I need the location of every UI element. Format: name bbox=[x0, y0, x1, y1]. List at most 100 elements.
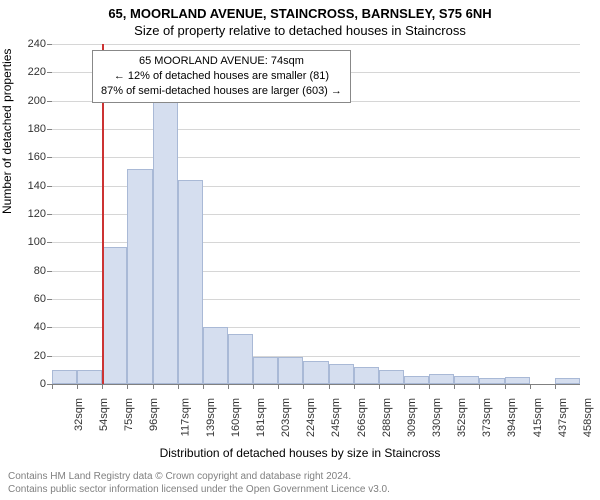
x-tick-mark bbox=[52, 384, 53, 389]
annotation-line: ← 12% of detached houses are smaller (81… bbox=[101, 69, 342, 84]
histogram-bar bbox=[127, 169, 152, 384]
grid-line bbox=[52, 157, 580, 158]
x-tick-mark bbox=[178, 384, 179, 389]
y-tick-label: 80 bbox=[6, 265, 46, 277]
y-tick-mark bbox=[47, 186, 52, 187]
x-tick-label: 224sqm bbox=[305, 398, 317, 437]
x-axis-label: Distribution of detached houses by size … bbox=[0, 446, 600, 460]
y-tick-label: 220 bbox=[6, 66, 46, 78]
x-tick-mark bbox=[127, 384, 128, 389]
x-tick-label: 54sqm bbox=[98, 398, 110, 431]
histogram-bar bbox=[555, 378, 580, 384]
y-tick-mark bbox=[47, 271, 52, 272]
histogram-bar bbox=[102, 247, 127, 384]
y-tick-label: 0 bbox=[6, 378, 46, 390]
x-tick-label: 117sqm bbox=[179, 398, 191, 436]
y-tick-mark bbox=[47, 44, 52, 45]
histogram-bar bbox=[303, 361, 328, 384]
footer-line: Contains public sector information licen… bbox=[8, 483, 390, 496]
x-tick-mark bbox=[454, 384, 455, 389]
y-tick-mark bbox=[47, 327, 52, 328]
x-tick-label: 309sqm bbox=[406, 398, 418, 437]
x-tick-label: 352sqm bbox=[456, 398, 468, 437]
x-tick-mark bbox=[354, 384, 355, 389]
y-tick-label: 40 bbox=[6, 321, 46, 333]
y-tick-label: 100 bbox=[6, 236, 46, 248]
x-tick-label: 330sqm bbox=[431, 398, 443, 437]
y-tick-label: 60 bbox=[6, 293, 46, 305]
x-tick-label: 266sqm bbox=[356, 398, 368, 437]
y-tick-label: 20 bbox=[6, 350, 46, 362]
x-tick-mark bbox=[228, 384, 229, 389]
histogram-bar bbox=[454, 376, 479, 385]
x-tick-mark bbox=[379, 384, 380, 389]
x-tick-label: 181sqm bbox=[255, 398, 267, 437]
x-tick-mark bbox=[303, 384, 304, 389]
y-tick-mark bbox=[47, 242, 52, 243]
histogram-bar bbox=[52, 370, 77, 384]
x-tick-mark bbox=[77, 384, 78, 389]
footer-line: Contains HM Land Registry data © Crown c… bbox=[8, 470, 390, 483]
x-tick-label: 160sqm bbox=[230, 398, 242, 437]
histogram-bar bbox=[329, 364, 354, 384]
x-tick-mark bbox=[203, 384, 204, 389]
x-tick-mark bbox=[253, 384, 254, 389]
y-tick-mark bbox=[47, 157, 52, 158]
y-tick-mark bbox=[47, 356, 52, 357]
x-tick-label: 139sqm bbox=[205, 398, 217, 437]
grid-line bbox=[52, 44, 580, 45]
x-tick-mark bbox=[530, 384, 531, 389]
histogram-bar bbox=[77, 370, 102, 384]
y-tick-mark bbox=[47, 101, 52, 102]
x-tick-label: 245sqm bbox=[331, 398, 343, 437]
page-title: 65, MOORLAND AVENUE, STAINCROSS, BARNSLE… bbox=[0, 0, 600, 21]
x-tick-mark bbox=[404, 384, 405, 389]
y-tick-mark bbox=[47, 129, 52, 130]
histogram-bar bbox=[253, 357, 278, 384]
x-tick-label: 458sqm bbox=[582, 398, 594, 437]
histogram-bar bbox=[379, 370, 404, 384]
histogram-bar bbox=[203, 327, 228, 384]
y-tick-label: 160 bbox=[6, 151, 46, 163]
y-tick-label: 180 bbox=[6, 123, 46, 135]
chart-subtitle: Size of property relative to detached ho… bbox=[0, 21, 600, 38]
histogram-bar bbox=[354, 367, 379, 384]
histogram-bar bbox=[429, 374, 454, 384]
histogram-bar bbox=[228, 334, 253, 384]
x-tick-label: 32sqm bbox=[73, 398, 85, 431]
x-tick-mark bbox=[505, 384, 506, 389]
annotation-box: 65 MOORLAND AVENUE: 74sqm ← 12% of detac… bbox=[92, 50, 351, 103]
histogram-bar bbox=[153, 101, 178, 384]
x-tick-mark bbox=[102, 384, 103, 389]
histogram-bar bbox=[178, 180, 203, 384]
x-tick-mark bbox=[555, 384, 556, 389]
x-tick-label: 437sqm bbox=[557, 398, 569, 437]
y-tick-label: 240 bbox=[6, 38, 46, 50]
x-tick-mark bbox=[329, 384, 330, 389]
grid-line bbox=[52, 129, 580, 130]
histogram-bar bbox=[404, 376, 429, 385]
histogram-bar bbox=[479, 378, 504, 384]
x-tick-mark bbox=[278, 384, 279, 389]
y-tick-mark bbox=[47, 299, 52, 300]
x-tick-mark bbox=[153, 384, 154, 389]
x-tick-label: 75sqm bbox=[123, 398, 135, 431]
annotation-line: 65 MOORLAND AVENUE: 74sqm bbox=[101, 54, 342, 69]
annotation-line: 87% of semi-detached houses are larger (… bbox=[101, 84, 342, 99]
y-tick-mark bbox=[47, 214, 52, 215]
y-tick-mark bbox=[47, 72, 52, 73]
chart-container: 65, MOORLAND AVENUE, STAINCROSS, BARNSLE… bbox=[0, 0, 600, 500]
histogram-bar bbox=[278, 357, 303, 384]
x-tick-mark bbox=[429, 384, 430, 389]
x-tick-label: 394sqm bbox=[507, 398, 519, 437]
x-tick-label: 288sqm bbox=[381, 398, 393, 437]
footer-attribution: Contains HM Land Registry data © Crown c… bbox=[8, 470, 390, 496]
y-tick-label: 200 bbox=[6, 95, 46, 107]
x-tick-mark bbox=[479, 384, 480, 389]
x-tick-label: 96sqm bbox=[148, 398, 160, 431]
x-tick-label: 203sqm bbox=[280, 398, 292, 437]
plot-area: 02040608010012014016018020022024032sqm54… bbox=[52, 44, 580, 384]
x-tick-label: 415sqm bbox=[532, 398, 544, 437]
y-tick-label: 140 bbox=[6, 180, 46, 192]
y-tick-label: 120 bbox=[6, 208, 46, 220]
